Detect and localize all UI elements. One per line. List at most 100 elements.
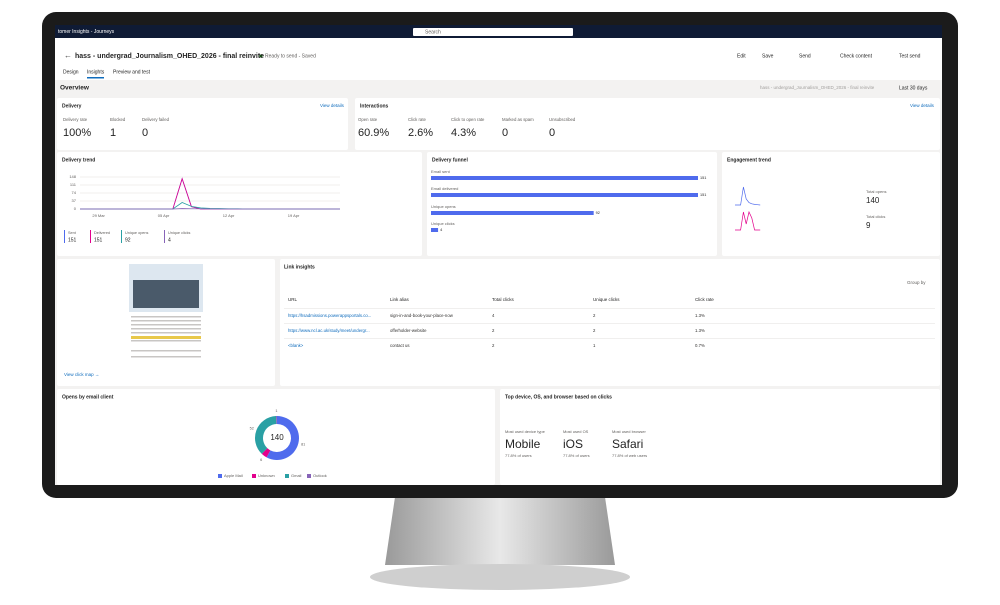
funnel-bar — [431, 211, 594, 215]
metric-value: 100% — [63, 127, 91, 139]
card — [722, 152, 940, 256]
device-value: iOS — [563, 437, 583, 451]
y-tick-label: 74 — [72, 190, 77, 195]
card — [280, 259, 940, 386]
table-cell: 1.3% — [695, 313, 705, 318]
legend-value: 151 — [94, 237, 103, 243]
device-label: Most used browser — [612, 429, 646, 434]
table-cell[interactable]: https://hsadmissions.powerappsportals.co… — [288, 313, 371, 318]
stage-label: Email sent — [431, 169, 451, 174]
link[interactable]: View click map → — [64, 372, 99, 377]
metric-value: 0 — [549, 127, 555, 139]
bar-value: 151 — [700, 193, 706, 197]
tab-indicator — [87, 77, 104, 79]
metric-value: 1 — [110, 127, 116, 139]
device-label: Most used device type — [505, 429, 546, 434]
section-title: Overview — [60, 85, 90, 92]
column-header: Link alias — [390, 297, 410, 302]
email-text-line — [131, 340, 201, 342]
toolbar-button[interactable]: Test send — [899, 53, 921, 59]
stand-neck — [385, 497, 615, 565]
breadcrumb: hass - undergrad_Journalism_OHED_2026 - … — [760, 85, 875, 90]
metric-label: Blocked — [110, 117, 126, 122]
legend-label: Outlook — [313, 473, 327, 478]
legend-swatch — [218, 474, 222, 478]
tab[interactable]: Design — [63, 69, 79, 75]
link[interactable]: View details — [910, 103, 935, 108]
device-value: Mobile — [505, 437, 541, 451]
stat-label: Total clicks — [866, 214, 885, 219]
segment-label: 81 — [301, 443, 305, 447]
legend-label: Gmail — [291, 473, 302, 478]
legend-value: 92 — [125, 237, 131, 243]
metric-value: 2.6% — [408, 127, 433, 139]
y-tick-label: 111 — [70, 182, 77, 187]
email-text-line — [131, 320, 201, 322]
metric-label: Marked as spam — [502, 117, 534, 122]
x-tick-label: 05 Apr — [158, 213, 170, 218]
y-tick-label: 148 — [69, 174, 76, 179]
card — [57, 98, 348, 150]
legend-swatch — [164, 230, 165, 243]
x-tick-label: 19 Apr — [288, 213, 300, 218]
metric-label: Delivery rate — [63, 117, 88, 122]
metric-label: Click rate — [408, 117, 427, 122]
search-placeholder: Search — [425, 29, 441, 35]
toolbar-button[interactable]: Send — [799, 53, 811, 59]
metric-value: 0 — [502, 127, 508, 139]
metric-value: 0 — [142, 127, 148, 139]
legend-label: Unique clicks — [168, 231, 190, 235]
back-arrow[interactable]: ← — [64, 51, 72, 60]
card — [355, 98, 940, 150]
legend-swatch — [285, 474, 289, 478]
email-text-line — [131, 350, 201, 352]
legend-swatch — [252, 474, 256, 478]
legend-label: Sent — [68, 231, 77, 235]
email-image — [133, 280, 199, 308]
stage-label: Email delivered — [431, 186, 458, 191]
card-title: Link insights — [284, 264, 315, 270]
device-note: 77.8% of users — [505, 453, 532, 458]
metric-value: 4.3% — [451, 127, 476, 139]
legend-swatch — [121, 230, 122, 243]
segment-label: 52 — [250, 427, 254, 431]
table-cell: offerholder-website — [390, 328, 427, 333]
legend-swatch — [90, 230, 91, 243]
card-title: Top device, OS, and browser based on cli… — [505, 394, 612, 400]
table-cell[interactable]: <blank> — [288, 343, 304, 348]
tab[interactable]: Insights — [87, 69, 105, 75]
table-cell[interactable]: https://www.ncl.ac.uk/study/meet/undergr… — [288, 328, 370, 333]
stat-value: 9 — [866, 221, 871, 230]
stage-label: Unique clicks — [431, 221, 455, 226]
column-header: Click rate — [695, 297, 714, 302]
column-header: Total clicks — [492, 297, 515, 302]
device-label: Most used OS — [563, 429, 589, 434]
metric-label: Open rate — [358, 117, 378, 122]
metric-label: Click to open rate — [451, 117, 485, 122]
stat-value: 140 — [866, 196, 880, 205]
legend-label: Apple Mail — [224, 473, 243, 478]
email-text-line — [131, 356, 201, 358]
legend-value: 4 — [168, 237, 171, 243]
link[interactable]: View details — [320, 103, 345, 108]
bar-value: 151 — [700, 176, 706, 180]
date-range[interactable]: Last 30 days — [899, 85, 928, 91]
tab[interactable]: Preview and test — [113, 69, 151, 75]
card-title: Opens by email client — [62, 394, 114, 400]
email-text-line — [131, 332, 201, 334]
stat-label: Total opens — [866, 189, 886, 194]
toolbar-button[interactable]: Check content — [840, 53, 873, 59]
group-by[interactable]: Group by — [907, 280, 926, 285]
toolbar-button[interactable]: Edit — [737, 53, 746, 59]
card-title: Interactions — [360, 103, 389, 109]
table-cell: 1.3% — [695, 328, 705, 333]
legend-label: Unknown — [258, 473, 275, 478]
device-note: 77.8% of web users — [612, 453, 647, 458]
toolbar-button[interactable]: Save — [762, 53, 774, 59]
email-text-line — [131, 316, 201, 318]
funnel-bar — [431, 193, 698, 197]
column-header: Unique clicks — [593, 297, 620, 302]
table-cell: contact us — [390, 343, 410, 348]
table-cell: sign-in-and-book-your-place-now — [390, 313, 454, 318]
